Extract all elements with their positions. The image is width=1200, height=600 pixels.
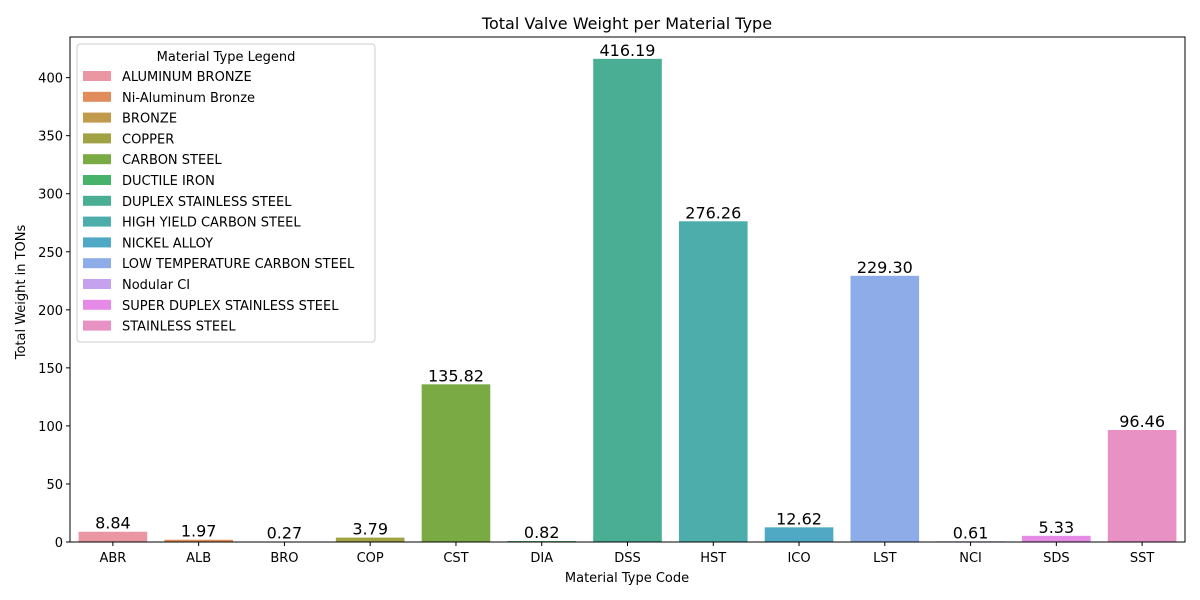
- bar-alb: [164, 539, 233, 542]
- x-axis: ABR ALB BRO COP CST DIA DSS HST ICO LST NCI SDS SST: [99, 542, 1154, 566]
- legend-label-2: BRONZE: [122, 112, 177, 127]
- y-tick-label-50: 50: [46, 478, 63, 493]
- legend-title: Material Type Legend: [157, 50, 296, 65]
- legend-label-3: COPPER: [122, 132, 174, 147]
- data-label-alb: 1.97: [181, 522, 217, 541]
- y-axis: 0 50 100 150 200 250 300 350 400: [38, 72, 70, 551]
- legend-swatch-9: [83, 258, 111, 269]
- bar-lst: [850, 275, 920, 542]
- legend-box: [76, 43, 376, 343]
- data-label-hst: 276.26: [685, 203, 741, 222]
- legend-label-9: LOW TEMPERATURE CARBON STEEL: [122, 257, 355, 272]
- bar-cst: [421, 384, 491, 542]
- data-label-sst: 96.46: [1119, 412, 1165, 431]
- legend-label-10: Nodular CI: [122, 278, 190, 293]
- y-tick-label-300: 300: [38, 188, 63, 203]
- x-tick-label-cst: CST: [443, 551, 468, 566]
- data-label-ico: 12.62: [776, 509, 822, 528]
- data-labels-group: 8.84 1.97 0.27 3.79 135.82 0.82 416.19 276.26 12…: [95, 41, 1165, 543]
- legend-swatch-7: [83, 216, 111, 227]
- bar-abr: [78, 531, 148, 542]
- bar-dss: [593, 58, 662, 543]
- legend-label-7: HIGH YIELD CARBON STEEL: [122, 216, 301, 231]
- x-tick-label-alb: ALB: [186, 551, 211, 566]
- x-tick-label-lst: LST: [873, 551, 896, 566]
- legend-swatch-6: [83, 195, 111, 206]
- y-tick-label-250: 250: [38, 246, 63, 261]
- x-axis-label: Material Type Code: [565, 571, 689, 586]
- data-label-sds: 5.33: [1039, 518, 1075, 537]
- y-tick-label-150: 150: [38, 362, 63, 377]
- legend-items: ALUMINUM BRONZE Ni-Aluminum Bronze BRONZE C…: [83, 70, 355, 335]
- legend-label-8: NICKEL ALLOY: [122, 236, 213, 251]
- y-tick-label-350: 350: [38, 130, 63, 145]
- legend-label-0: ALUMINUM BRONZE: [122, 70, 252, 85]
- legend-swatch-4: [83, 154, 111, 165]
- legend-swatch-8: [83, 237, 111, 248]
- legend-swatch-2: [83, 112, 111, 123]
- bar-hst: [678, 221, 748, 542]
- bars-group: [78, 58, 1177, 543]
- legend-swatch-5: [83, 175, 111, 185]
- data-label-cst: 135.82: [428, 366, 484, 385]
- legend-swatch-12: [83, 320, 111, 331]
- legend-label-5: DUCTILE IRON: [122, 174, 215, 189]
- legend-label-6: DUPLEX STAINLESS STEEL: [122, 195, 292, 210]
- data-label-bro: 0.27: [267, 524, 303, 543]
- legend-swatch-1: [83, 91, 111, 102]
- bar-cop: [335, 537, 405, 542]
- legend-swatch-10: [83, 279, 111, 289]
- bar-sst: [1107, 430, 1177, 542]
- legend-label-12: STAINLESS STEEL: [122, 320, 236, 335]
- legend-label-11: SUPER DUPLEX STAINLESS STEEL: [122, 299, 339, 314]
- x-tick-label-cop: COP: [357, 551, 384, 566]
- data-label-abr: 8.84: [95, 514, 131, 533]
- data-label-cop: 3.79: [352, 520, 388, 539]
- legend-swatch-11: [83, 299, 111, 310]
- x-tick-label-nci: NCI: [959, 551, 982, 566]
- x-tick-label-sds: SDS: [1043, 551, 1070, 566]
- data-label-dia: 0.82: [524, 523, 560, 542]
- legend-label-1: Ni-Aluminum Bronze: [122, 91, 255, 106]
- y-tick-label-100: 100: [38, 420, 63, 435]
- data-label-nci: 0.61: [953, 523, 989, 542]
- legend-swatch-3: [83, 133, 111, 144]
- x-tick-label-hst: HST: [700, 551, 726, 566]
- y-tick-label-400: 400: [38, 72, 63, 87]
- x-tick-label-sst: SST: [1130, 551, 1155, 566]
- x-tick-label-dss: DSS: [614, 551, 641, 566]
- bar-sds: [1022, 535, 1091, 542]
- legend-swatch-0: [83, 71, 111, 81]
- legend: Material Type Legend ALUMINUM BRONZE Ni-A…: [76, 43, 376, 343]
- data-label-dss: 416.19: [600, 41, 656, 60]
- y-tick-label-0: 0: [55, 536, 63, 551]
- x-tick-label-bro: BRO: [270, 551, 298, 566]
- chart-title: Total Valve Weight per Material Type: [481, 14, 772, 33]
- plot-frame: [69, 36, 1186, 543]
- x-tick-label-ico: ICO: [787, 551, 810, 566]
- y-tick-label-200: 200: [38, 304, 63, 319]
- x-tick-label-dia: DIA: [530, 551, 553, 566]
- x-tick-label-abr: ABR: [99, 551, 126, 566]
- legend-label-4: CARBON STEEL: [122, 153, 222, 168]
- y-axis-label: Total Weight in TONs: [14, 224, 29, 360]
- data-label-lst: 229.30: [857, 258, 913, 277]
- bar-ico: [764, 527, 834, 542]
